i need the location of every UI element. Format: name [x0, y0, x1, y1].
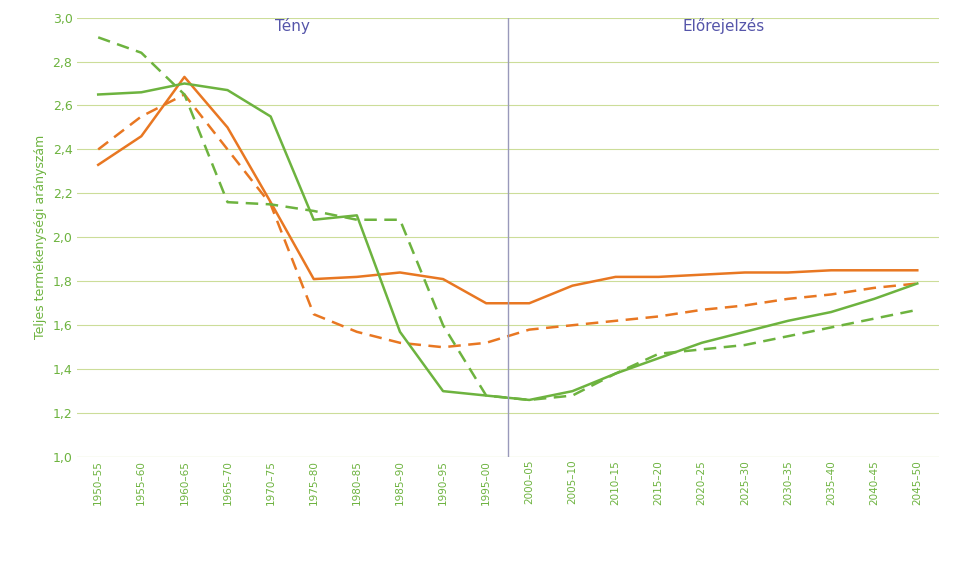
Y-axis label: Teljes termékenységi arányszám: Teljes termékenységi arányszám — [34, 135, 47, 339]
Text: Előrejelzés: Előrejelzés — [682, 18, 764, 33]
Text: Tény: Tény — [275, 18, 309, 33]
